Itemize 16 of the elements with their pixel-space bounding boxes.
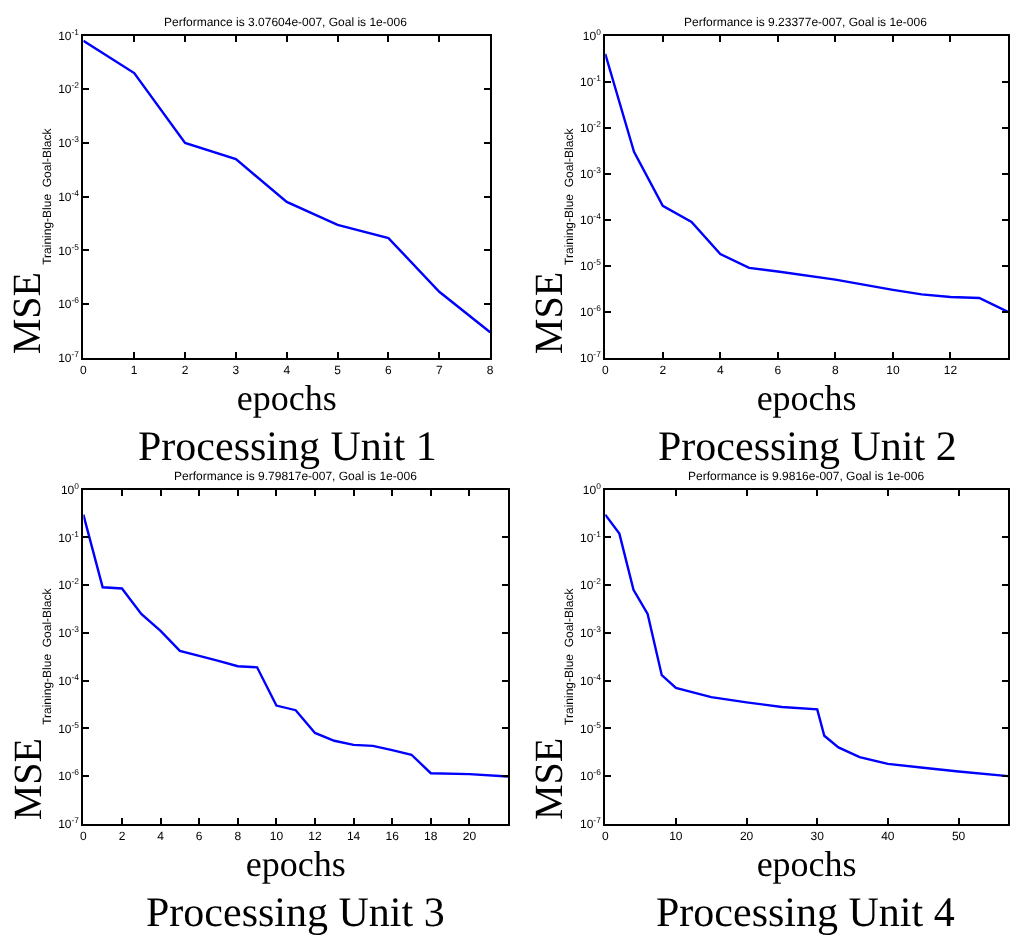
- text: MSE: [6, 272, 51, 355]
- text: Processing Unit 4: [656, 888, 956, 936]
- x-axis-title: epochs: [236, 378, 337, 419]
- text: MSE: [528, 737, 573, 821]
- x-axis-title: epochs: [756, 378, 857, 419]
- text: MSE: [528, 271, 573, 355]
- x-axis-title: epochs: [245, 844, 346, 885]
- text: Processing Unit 3: [146, 888, 445, 936]
- line-series: [83, 513, 508, 778]
- text: Processing Unit 2: [658, 422, 957, 470]
- line-series: [605, 513, 1009, 778]
- text: MSE: [6, 737, 51, 821]
- text: Processing Unit 1: [138, 422, 437, 470]
- line-series: [83, 39, 491, 334]
- x-axis-title: epochs: [756, 844, 857, 885]
- line-series: [605, 52, 1009, 314]
